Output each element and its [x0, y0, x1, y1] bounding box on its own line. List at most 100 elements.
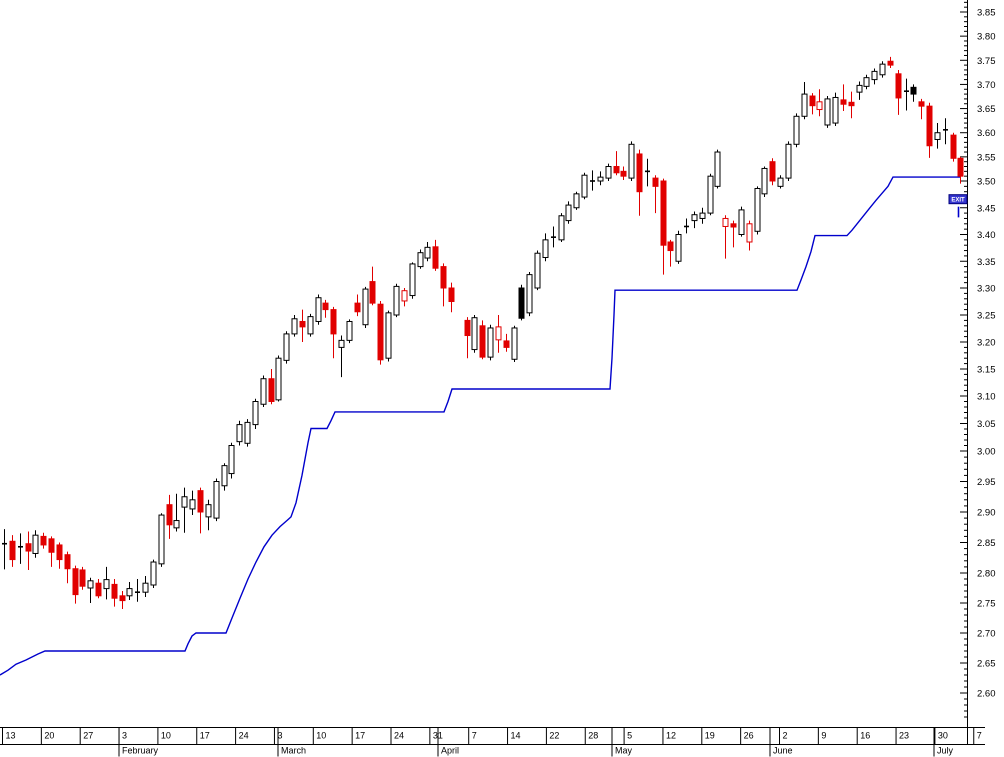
y-tick-label: 3.65	[977, 104, 996, 115]
exit-marker: EXIT	[948, 194, 968, 218]
candle	[652, 175, 659, 214]
month-label: June	[773, 746, 793, 756]
y-tick-label: 3.30	[977, 284, 996, 295]
candle	[590, 170, 595, 191]
candle	[48, 536, 55, 567]
week-label: 9	[821, 731, 826, 741]
candle	[291, 315, 298, 337]
week-label: 30	[938, 731, 948, 741]
week-label: 14	[511, 731, 521, 741]
candle	[135, 579, 140, 602]
candle	[103, 566, 110, 600]
candle	[769, 158, 776, 186]
y-tick-label: 2.65	[977, 659, 996, 670]
week-label: 24	[239, 731, 249, 741]
price-axis: 2.60 2.65 2.70 2.75 2.80 2.85 2.90 2.95 3.00 3.05…	[960, 0, 996, 745]
week-label: 5	[627, 731, 632, 741]
candle	[432, 239, 439, 271]
y-tick-label: 3.20	[977, 338, 996, 349]
candle	[221, 463, 228, 491]
month-label: May	[615, 746, 633, 756]
week-label: 17	[200, 731, 210, 741]
candle	[950, 132, 957, 162]
y-tick-label: 2.80	[977, 569, 996, 580]
candle	[636, 149, 643, 216]
candle	[95, 579, 102, 599]
y-tick-label: 2.75	[977, 599, 996, 610]
candle	[722, 215, 729, 259]
week-label: 20	[44, 731, 54, 741]
candle	[777, 175, 784, 189]
week-label: 24	[394, 731, 404, 741]
candle	[464, 317, 471, 359]
candle	[714, 149, 721, 189]
candle	[738, 206, 745, 237]
y-tick-label: 3.60	[977, 128, 996, 139]
candle	[534, 250, 541, 291]
candle	[495, 315, 502, 353]
candle	[581, 172, 588, 200]
candle	[691, 211, 698, 229]
candle	[119, 591, 126, 609]
candle	[126, 582, 133, 600]
candle	[72, 565, 79, 604]
week-label: 3	[122, 731, 127, 741]
candle	[684, 218, 689, 234]
y-tick-label: 2.90	[977, 508, 996, 519]
candle	[926, 102, 933, 158]
candle	[628, 141, 635, 181]
week-label: 27	[83, 731, 93, 741]
candle	[244, 419, 251, 447]
candle	[487, 324, 494, 361]
month-label: April	[441, 746, 459, 756]
y-tick-label: 3.00	[977, 447, 996, 458]
y-tick-label: 3.55	[977, 152, 996, 163]
exit-label: EXIT	[951, 197, 965, 203]
month-label: July	[937, 746, 954, 756]
candle	[542, 233, 549, 262]
candle	[173, 493, 180, 532]
candle	[150, 559, 157, 588]
week-label: 3	[277, 731, 282, 741]
candle	[424, 241, 431, 262]
trailing-stop-line	[0, 176, 961, 676]
y-tick-label: 3.35	[977, 257, 996, 268]
candle	[111, 579, 118, 607]
candle	[660, 178, 667, 275]
y-tick-label: 2.85	[977, 538, 996, 549]
candle	[79, 566, 86, 590]
candle	[283, 331, 290, 364]
candle	[307, 313, 314, 337]
week-label: 28	[588, 731, 598, 741]
candle	[840, 84, 847, 111]
candle	[25, 531, 32, 570]
candle	[730, 220, 737, 248]
candle	[440, 263, 447, 307]
candle	[551, 226, 556, 248]
candle	[260, 375, 267, 407]
candle	[471, 315, 478, 353]
candle	[645, 158, 650, 187]
candle	[613, 151, 620, 176]
candle	[393, 283, 400, 318]
candle	[699, 207, 706, 224]
candle	[879, 61, 886, 78]
y-tick-label: 2.60	[977, 689, 996, 700]
candle	[809, 93, 816, 115]
candle	[526, 271, 533, 317]
week-label: 7	[977, 731, 982, 741]
candle	[824, 96, 831, 128]
candle	[401, 288, 408, 307]
candle	[605, 163, 612, 181]
candle	[910, 84, 917, 102]
candle	[754, 186, 761, 235]
y-tick-label: 3.50	[977, 177, 996, 188]
y-tick-label: 3.70	[977, 80, 996, 91]
y-tick-label: 2.70	[977, 629, 996, 640]
candle	[934, 123, 941, 149]
week-label: 13	[6, 731, 16, 741]
y-tick-label: 3.05	[977, 419, 996, 430]
candle	[338, 335, 345, 378]
candle	[801, 82, 808, 120]
